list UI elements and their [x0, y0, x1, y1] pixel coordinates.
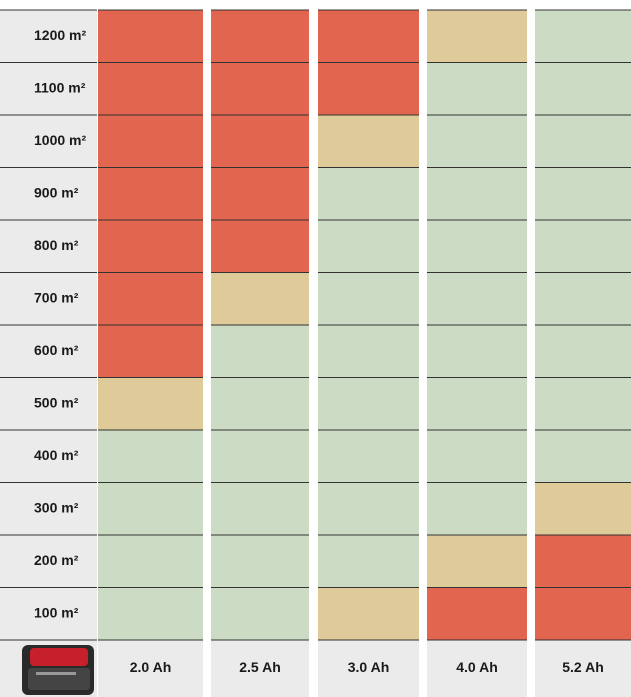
cell: [535, 168, 631, 221]
column-label: 4.0 Ah: [456, 659, 498, 675]
row-label: 200 m²: [34, 552, 79, 568]
cell: [211, 378, 309, 431]
row-label: 1200 m²: [34, 27, 86, 43]
cell: [211, 273, 309, 326]
cell: [318, 115, 419, 168]
cell: [318, 63, 419, 116]
battery-icon: [22, 645, 94, 695]
coverage-table: 1200 m² 1100 m² 1000 m² 900 m² 800 m² 700 m² 6…: [0, 0, 631, 697]
cell: [427, 535, 527, 588]
cell: [535, 430, 631, 483]
row-label: 700 m²: [34, 289, 79, 305]
cell: [211, 430, 309, 483]
cell: [427, 483, 527, 536]
cell: [318, 483, 419, 536]
cell: [98, 115, 203, 168]
row-label: 500 m²: [34, 394, 79, 410]
cell: [427, 588, 527, 641]
cell: [211, 325, 309, 378]
cell: [318, 325, 419, 378]
cell: [98, 430, 203, 483]
cell: [427, 115, 527, 168]
cell: [98, 168, 203, 221]
cell: [427, 220, 527, 273]
cell: [535, 483, 631, 536]
cell: [98, 63, 203, 116]
cell: [535, 535, 631, 588]
cell: [427, 273, 527, 326]
cell: [427, 378, 527, 431]
cell: [427, 168, 527, 221]
cell: [427, 430, 527, 483]
row-label: 900 m²: [34, 184, 79, 200]
cell: [318, 10, 419, 63]
row-label: 100 m²: [34, 604, 79, 620]
cell: [535, 273, 631, 326]
cell: [98, 220, 203, 273]
column-label: 5.2 Ah: [562, 659, 604, 675]
cell: [211, 588, 309, 641]
cell: [427, 63, 527, 116]
cell: [535, 63, 631, 116]
cell: [318, 220, 419, 273]
cell: [318, 168, 419, 221]
cell: [427, 325, 527, 378]
row-label: 1100 m²: [34, 79, 86, 95]
cell: [318, 273, 419, 326]
row-label: 400 m²: [34, 447, 79, 463]
row-label: 300 m²: [34, 499, 79, 515]
cell: [535, 220, 631, 273]
column-label: 2.5 Ah: [239, 659, 281, 675]
cell: [318, 378, 419, 431]
cell: [318, 430, 419, 483]
cell: [535, 10, 631, 63]
cell: [98, 588, 203, 641]
cell: [535, 115, 631, 168]
cell: [98, 483, 203, 536]
cell: [211, 10, 309, 63]
row-label: 1000 m²: [34, 132, 86, 148]
cell: [211, 63, 309, 116]
cell: [318, 535, 419, 588]
cell: [98, 325, 203, 378]
cell: [98, 10, 203, 63]
column-label: 2.0 Ah: [130, 659, 172, 675]
cell: [98, 378, 203, 431]
cell: [535, 325, 631, 378]
cell: [211, 535, 309, 588]
cell: [318, 588, 419, 641]
cell: [211, 483, 309, 536]
cell: [211, 220, 309, 273]
cell: [211, 115, 309, 168]
cell: [98, 273, 203, 326]
column-label: 3.0 Ah: [348, 659, 390, 675]
cell: [427, 10, 527, 63]
row-label: 800 m²: [34, 237, 79, 253]
cell: [211, 168, 309, 221]
row-label: 600 m²: [34, 342, 79, 358]
cell: [535, 378, 631, 431]
cell: [98, 535, 203, 588]
cell: [535, 588, 631, 641]
